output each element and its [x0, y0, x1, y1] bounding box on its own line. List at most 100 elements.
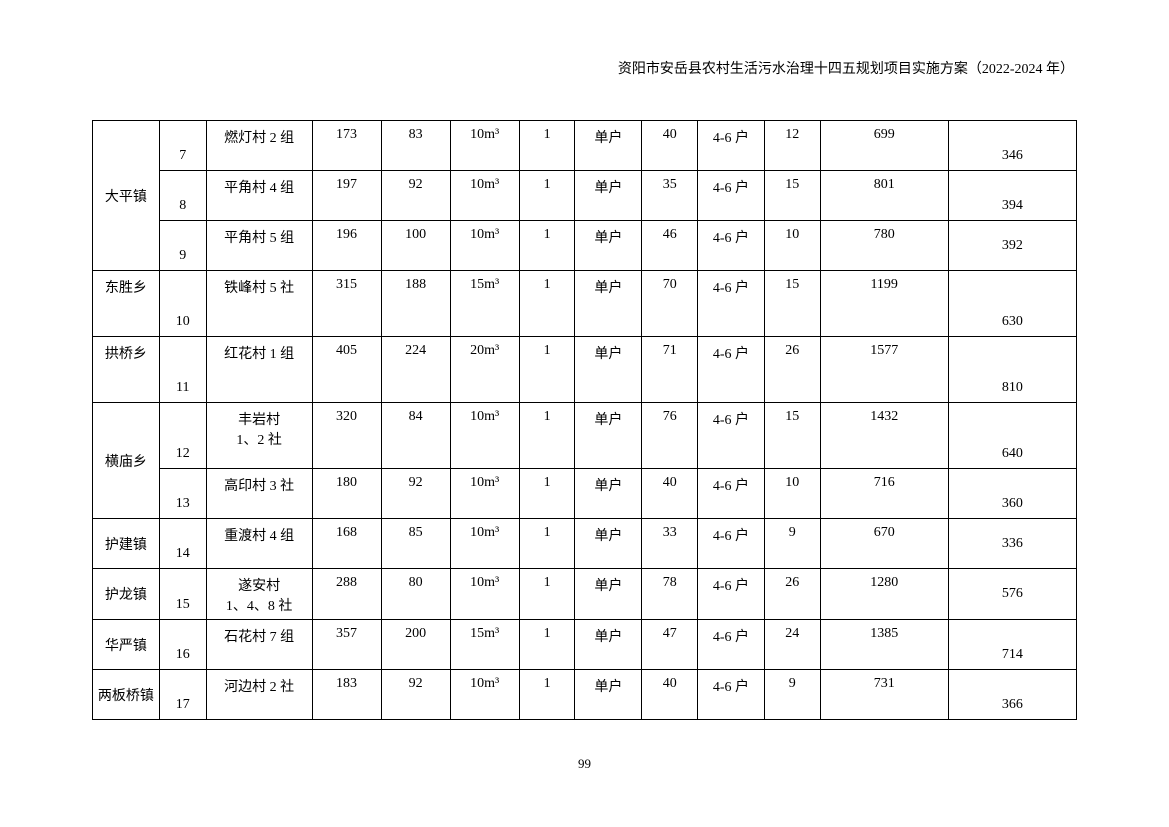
cell-c11: 9: [764, 670, 820, 720]
cell-c11: 26: [764, 337, 820, 403]
cell-c9: 70: [642, 271, 698, 337]
cell-c4: 288: [312, 569, 381, 620]
cell-c6: 20m³: [450, 337, 519, 403]
table-row: 护建镇14重渡村 4 组1688510m³1单户334-6 户9670336: [93, 519, 1077, 569]
cell-c10: 4-6 户: [698, 469, 765, 519]
table-row: 8平角村 4 组1979210m³1单户354-6 户15801394: [93, 171, 1077, 221]
cell-c13: 576: [948, 569, 1076, 620]
cell-c12: 699: [820, 121, 948, 171]
cell-c4: 180: [312, 469, 381, 519]
cell-c10: 4-6 户: [698, 121, 765, 171]
cell-c7: 1: [519, 337, 575, 403]
cell-c7: 1: [519, 670, 575, 720]
table-row: 9平角村 5 组19610010m³1单户464-6 户10780392: [93, 221, 1077, 271]
cell-c7: 1: [519, 569, 575, 620]
cell-c5: 100: [381, 221, 450, 271]
table-row: 横庙乡12丰岩村1、2 社3208410m³1单户764-6 户15143264…: [93, 403, 1077, 469]
cell-c11: 15: [764, 403, 820, 469]
cell-village: 红花村 1 组: [206, 337, 312, 403]
cell-c13: 630: [948, 271, 1076, 337]
cell-village: 燃灯村 2 组: [206, 121, 312, 171]
cell-seq: 17: [159, 670, 206, 720]
cell-c11: 26: [764, 569, 820, 620]
cell-c9: 40: [642, 469, 698, 519]
cell-c12: 801: [820, 171, 948, 221]
cell-c13: 360: [948, 469, 1076, 519]
cell-village: 河边村 2 社: [206, 670, 312, 720]
cell-c4: 405: [312, 337, 381, 403]
cell-c12: 1280: [820, 569, 948, 620]
cell-c5: 92: [381, 171, 450, 221]
cell-c11: 9: [764, 519, 820, 569]
cell-c5: 92: [381, 670, 450, 720]
cell-c9: 46: [642, 221, 698, 271]
cell-c5: 80: [381, 569, 450, 620]
cell-township: 拱桥乡: [93, 337, 160, 403]
cell-c7: 1: [519, 620, 575, 670]
cell-c5: 85: [381, 519, 450, 569]
cell-village: 丰岩村1、2 社: [206, 403, 312, 469]
cell-c11: 24: [764, 620, 820, 670]
cell-c7: 1: [519, 121, 575, 171]
cell-c5: 83: [381, 121, 450, 171]
cell-c6: 10m³: [450, 221, 519, 271]
cell-seq: 15: [159, 569, 206, 620]
cell-c4: 197: [312, 171, 381, 221]
cell-c5: 200: [381, 620, 450, 670]
cell-village: 平角村 5 组: [206, 221, 312, 271]
cell-c6: 10m³: [450, 121, 519, 171]
cell-c13: 366: [948, 670, 1076, 720]
cell-c5: 92: [381, 469, 450, 519]
cell-c6: 10m³: [450, 670, 519, 720]
cell-c13: 394: [948, 171, 1076, 221]
cell-seq: 7: [159, 121, 206, 171]
page-number: 99: [578, 756, 591, 772]
cell-c9: 40: [642, 121, 698, 171]
cell-c8: 单户: [575, 403, 642, 469]
cell-village: 高印村 3 社: [206, 469, 312, 519]
cell-township: 大平镇: [93, 121, 160, 271]
cell-township: 护建镇: [93, 519, 160, 569]
cell-c10: 4-6 户: [698, 221, 765, 271]
cell-c13: 392: [948, 221, 1076, 271]
cell-c6: 10m³: [450, 171, 519, 221]
cell-c11: 15: [764, 271, 820, 337]
data-table-container: 大平镇7燃灯村 2 组1738310m³1单户404-6 户126993468平…: [92, 120, 1077, 720]
cell-c9: 35: [642, 171, 698, 221]
cell-c6: 15m³: [450, 271, 519, 337]
page-header: 资阳市安岳县农村生活污水治理十四五规划项目实施方案（2022-2024 年）: [618, 58, 1074, 78]
cell-village: 重渡村 4 组: [206, 519, 312, 569]
cell-c4: 168: [312, 519, 381, 569]
cell-c4: 315: [312, 271, 381, 337]
cell-c5: 84: [381, 403, 450, 469]
cell-c11: 15: [764, 171, 820, 221]
cell-c6: 15m³: [450, 620, 519, 670]
cell-c13: 336: [948, 519, 1076, 569]
cell-c7: 1: [519, 469, 575, 519]
cell-c12: 780: [820, 221, 948, 271]
cell-village: 石花村 7 组: [206, 620, 312, 670]
cell-seq: 14: [159, 519, 206, 569]
cell-c8: 单户: [575, 620, 642, 670]
cell-seq: 11: [159, 337, 206, 403]
cell-c10: 4-6 户: [698, 271, 765, 337]
cell-c12: 670: [820, 519, 948, 569]
cell-c4: 173: [312, 121, 381, 171]
cell-township: 护龙镇: [93, 569, 160, 620]
cell-c5: 188: [381, 271, 450, 337]
cell-c4: 320: [312, 403, 381, 469]
cell-c10: 4-6 户: [698, 403, 765, 469]
cell-c10: 4-6 户: [698, 620, 765, 670]
cell-c7: 1: [519, 271, 575, 337]
cell-township: 东胜乡: [93, 271, 160, 337]
cell-c12: 1577: [820, 337, 948, 403]
cell-village: 平角村 4 组: [206, 171, 312, 221]
cell-c4: 183: [312, 670, 381, 720]
cell-village: 遂安村1、4、8 社: [206, 569, 312, 620]
cell-c10: 4-6 户: [698, 670, 765, 720]
table-row: 护龙镇15遂安村1、4、8 社2888010m³1单户784-6 户261280…: [93, 569, 1077, 620]
cell-c8: 单户: [575, 271, 642, 337]
cell-c12: 1385: [820, 620, 948, 670]
cell-c9: 76: [642, 403, 698, 469]
cell-c12: 1432: [820, 403, 948, 469]
